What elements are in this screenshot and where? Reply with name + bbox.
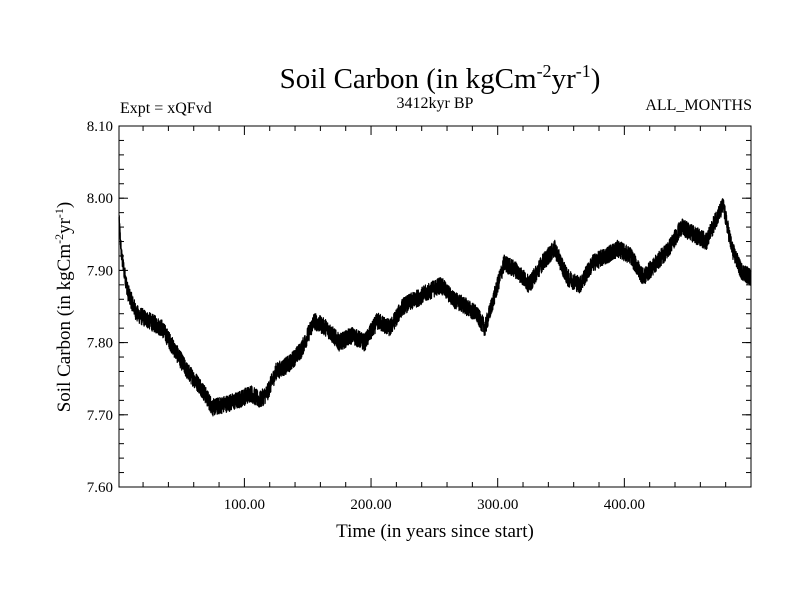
soil-carbon-series-line — [118, 198, 752, 417]
experiment-label: Expt = xQFvd — [120, 100, 212, 117]
x-axis-ticks: 100.00 200.00 300.00 400.00 — [142, 126, 727, 513]
y-tick-label: 8.00 — [87, 191, 113, 207]
y-tick-label: 7.80 — [87, 336, 113, 352]
y-tick-label: 7.90 — [87, 263, 113, 279]
y-tick-label: 7.70 — [87, 408, 113, 424]
x-tick-label: 300.00 — [477, 497, 518, 513]
plot-frame — [118, 125, 752, 488]
x-tick-label: 400.00 — [604, 497, 645, 513]
x-tick-label: 100.00 — [224, 497, 265, 513]
y-tick-label: 8.10 — [87, 119, 113, 135]
x-axis-label: Time (in years since start) — [336, 521, 534, 542]
y-axis-ticks: 7.60 7.70 7.80 7.90 8.00 8.10 — [87, 119, 751, 496]
y-axis-label: Soil Carbon (in kgCm-2yr-1) — [52, 202, 75, 413]
months-label: ALL_MONTHS — [645, 97, 752, 114]
y-tick-label: 7.60 — [87, 480, 113, 496]
x-tick-label: 200.00 — [350, 497, 391, 513]
period-label: 3412kyr BP — [397, 95, 474, 112]
chart-title: Soil Carbon (in kgCm-2yr-1) — [280, 61, 601, 95]
